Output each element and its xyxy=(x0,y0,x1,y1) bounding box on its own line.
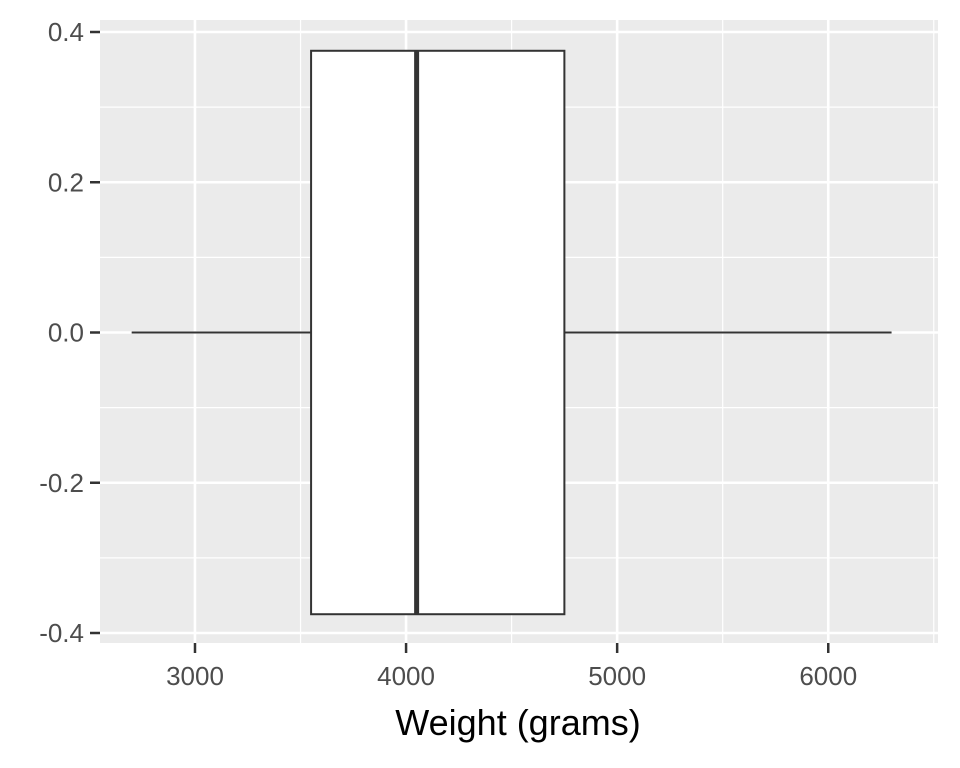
x-axis: 3000 4000 5000 6000 xyxy=(166,643,857,691)
x-tick-label: 6000 xyxy=(799,661,857,691)
y-tick-label: 0.0 xyxy=(48,318,84,348)
x-tick-label: 3000 xyxy=(166,661,224,691)
x-axis-title: Weight (grams) xyxy=(395,702,640,743)
y-tick-label: 0.4 xyxy=(48,17,84,47)
y-tick-label: -0.2 xyxy=(39,468,84,498)
x-tick-label: 4000 xyxy=(377,661,435,691)
boxplot-layer xyxy=(131,49,892,616)
y-tick-label: 0.2 xyxy=(48,167,84,197)
box-iqr xyxy=(310,49,566,616)
y-axis: 0.4 0.2 0.0 -0.2 -0.4 xyxy=(39,17,100,648)
x-tick-label: 5000 xyxy=(588,661,646,691)
y-tick-label: -0.4 xyxy=(39,618,84,648)
